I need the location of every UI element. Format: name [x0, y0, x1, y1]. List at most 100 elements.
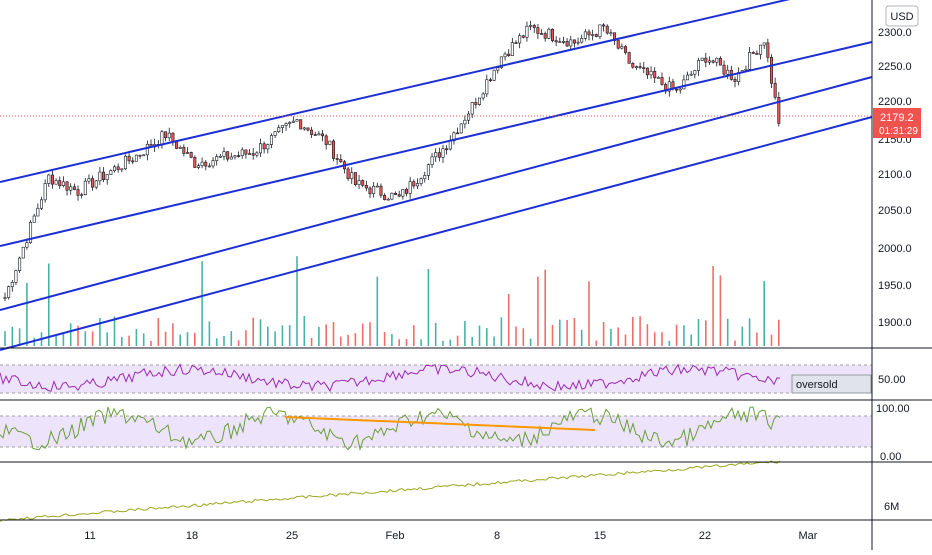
volume-bar	[690, 334, 692, 346]
candle-body	[744, 68, 748, 71]
volume-bar	[493, 336, 495, 346]
candle-body	[102, 171, 106, 180]
volume-bar	[697, 319, 700, 346]
volume-bar	[566, 320, 568, 346]
candle-body	[766, 42, 770, 58]
candle-body	[164, 131, 168, 139]
volume-bar	[683, 325, 685, 346]
candle-body	[660, 77, 664, 85]
candle-body	[693, 70, 697, 75]
channel-line-top[interactable]	[0, 0, 872, 183]
candle-body	[642, 67, 646, 69]
volume-bar	[237, 340, 240, 346]
currency-badge[interactable]	[885, 5, 919, 27]
volume-bar	[91, 331, 94, 346]
volume-bar	[230, 331, 233, 346]
volume-bars	[4, 256, 780, 346]
price-scale[interactable]: USD 2300.0 2250.0 2200.0 2150.0 2100.0 2…	[873, 5, 921, 329]
candle-body	[310, 129, 314, 135]
obv-line	[0, 460, 781, 522]
channel-line-middle[interactable]	[0, 76, 873, 311]
channel-line-lower[interactable]	[0, 116, 873, 351]
candle-body	[324, 135, 328, 145]
candle-body	[193, 157, 197, 168]
volume-bar	[486, 328, 488, 346]
candle-body	[251, 153, 255, 156]
volume-bar	[77, 325, 79, 346]
volume-bar	[354, 333, 357, 346]
candle-body	[120, 168, 124, 171]
candle-body	[726, 69, 730, 75]
candle-body	[561, 41, 565, 43]
candle-body	[288, 122, 292, 124]
channel-line-upper[interactable]	[0, 41, 873, 247]
candle-body	[722, 64, 726, 75]
candle-body	[182, 147, 186, 154]
volume-bar	[705, 320, 707, 346]
volume-bar	[675, 324, 678, 346]
volume-bar	[179, 334, 181, 346]
price-tick: 2250.0	[878, 61, 912, 73]
candle-body	[98, 171, 102, 182]
volume-bar	[157, 318, 160, 346]
volume-bar	[142, 333, 145, 346]
candle-body	[80, 194, 84, 196]
candle-body	[696, 60, 700, 71]
candle-body	[237, 155, 241, 157]
volume-bar	[128, 335, 130, 346]
volume-bar	[507, 294, 510, 346]
time-label: 15	[594, 530, 606, 542]
time-label: Feb	[386, 530, 405, 542]
candle-body	[69, 186, 73, 191]
volume-bar	[471, 336, 473, 346]
candle-body	[65, 181, 69, 191]
candle-body	[379, 185, 383, 196]
last-price-badge	[873, 108, 921, 138]
volume-bar	[770, 334, 773, 346]
candle-body	[700, 57, 704, 61]
candle-body	[218, 156, 222, 158]
candle-body	[485, 79, 489, 95]
candle-body	[759, 44, 763, 55]
candle-body	[142, 154, 146, 157]
candle-body	[653, 70, 657, 79]
volume-bar	[500, 317, 503, 346]
volume-bar	[332, 322, 335, 346]
candle-body	[233, 155, 237, 158]
oversold-badge[interactable]	[791, 374, 872, 394]
candle-body	[317, 133, 321, 136]
candle-body	[244, 149, 248, 155]
candle-body	[477, 97, 481, 105]
volume-bar	[325, 324, 327, 346]
stoch-tick: 100.00	[876, 403, 910, 415]
candle-body	[518, 35, 522, 44]
volume-bar	[741, 326, 744, 346]
candle-body	[167, 132, 171, 139]
stoch-trendline[interactable]	[284, 416, 596, 431]
price-tick: 2000.0	[878, 243, 912, 255]
volume-bar	[150, 340, 152, 346]
volume-bar	[318, 326, 320, 346]
volume-bar	[529, 338, 532, 346]
candle-body	[481, 93, 485, 99]
candle-body	[313, 134, 317, 136]
candle-body	[43, 183, 47, 201]
candle-body	[10, 282, 14, 287]
volume-bar	[653, 332, 656, 346]
candle-body	[50, 174, 54, 185]
candle-body	[47, 174, 51, 184]
candle-body	[127, 155, 131, 162]
candle-body	[580, 37, 584, 43]
candle-body	[521, 35, 525, 38]
candle-body	[707, 60, 711, 63]
candle-body	[54, 180, 58, 185]
time-axis[interactable]: 11 18 25 Feb 8 15 22 Mar	[84, 530, 818, 542]
candle-body	[255, 152, 259, 156]
volume-bar	[62, 332, 65, 346]
candle-body	[503, 53, 507, 58]
volume-bar	[756, 332, 758, 346]
candle-body	[76, 189, 80, 196]
volume-bar	[347, 334, 349, 346]
candle-body	[266, 144, 270, 150]
